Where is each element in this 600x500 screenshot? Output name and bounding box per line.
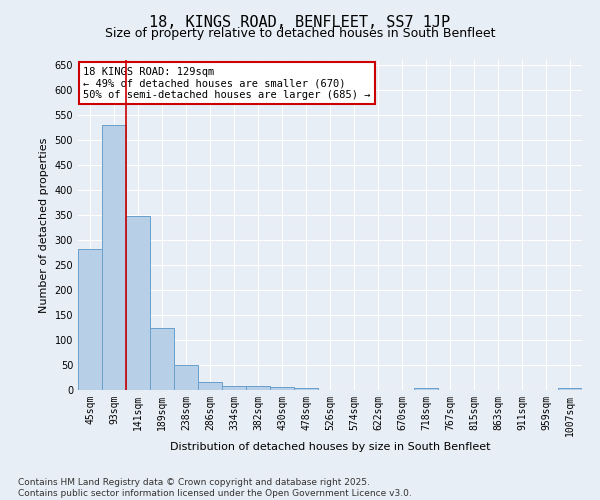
Bar [150, 328, 174, 390]
Y-axis label: Number of detached properties: Number of detached properties [39, 138, 49, 312]
Text: Size of property relative to detached houses in South Benfleet: Size of property relative to detached ho… [105, 28, 495, 40]
Bar [78, 248, 102, 390]
Bar [414, 388, 438, 390]
X-axis label: Distribution of detached houses by size in South Benfleet: Distribution of detached houses by size … [170, 442, 490, 452]
Bar [270, 386, 294, 390]
Bar [102, 125, 126, 390]
Bar [198, 382, 222, 390]
Bar [222, 386, 246, 390]
Text: 18, KINGS ROAD, BENFLEET, SS7 1JP: 18, KINGS ROAD, BENFLEET, SS7 1JP [149, 15, 451, 30]
Bar [294, 388, 318, 390]
Bar [246, 386, 270, 390]
Bar [126, 216, 150, 390]
Text: 18 KINGS ROAD: 129sqm
← 49% of detached houses are smaller (670)
50% of semi-det: 18 KINGS ROAD: 129sqm ← 49% of detached … [83, 66, 371, 100]
Bar [558, 388, 582, 390]
Text: Contains HM Land Registry data © Crown copyright and database right 2025.
Contai: Contains HM Land Registry data © Crown c… [18, 478, 412, 498]
Bar [174, 365, 198, 390]
